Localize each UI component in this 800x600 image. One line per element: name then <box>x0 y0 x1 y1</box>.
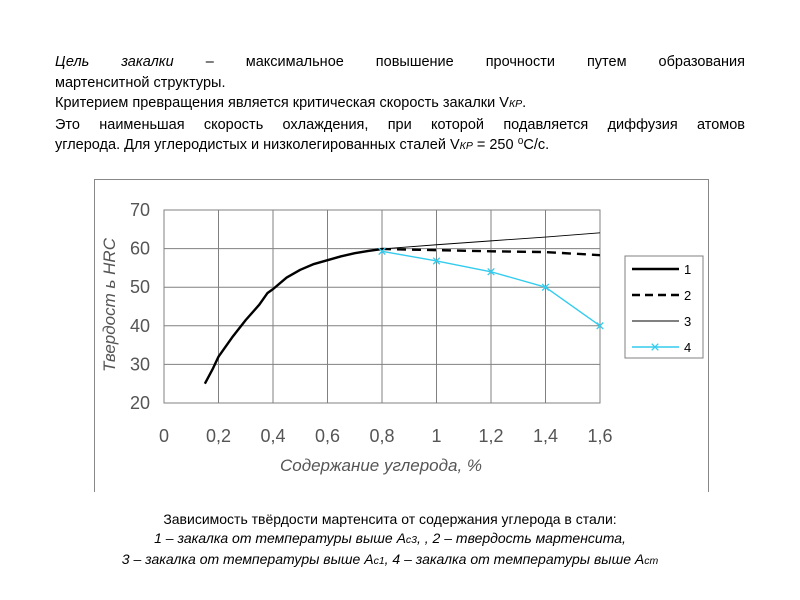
legend-marker-4 <box>651 343 659 351</box>
caption-line-1: Зависимость твёрдости мартенсита от соде… <box>163 511 617 527</box>
x-tick-label: 0,4 <box>260 426 285 446</box>
intro-line-4: Это наименьшая скорость охлаждения, при … <box>55 116 745 133</box>
x-tick-label: 0 <box>159 426 169 446</box>
caption-line-3-pre: 3 – закалка от температуры выше <box>121 551 365 567</box>
caption-ac3: А <box>396 530 406 546</box>
caption-line-2-mid: , , 2 – твердость мартенсита, <box>417 530 626 546</box>
x-axis-label: Содержание углерода, % <box>280 456 482 475</box>
x-tick-label: 0,6 <box>315 426 340 446</box>
x-tick-label: 0,2 <box>206 426 231 446</box>
legend-label-2: 2 <box>684 288 691 303</box>
intro-line-2: мартенситной структуры. <box>55 74 226 91</box>
intro-line-1: Цель закалки – максимальное повышение пр… <box>55 52 745 73</box>
series-1-line <box>203 247 383 385</box>
series-layer <box>203 232 604 385</box>
caption-acm-sub: cm <box>644 555 659 567</box>
intro-line-5-pre: углерода. Для углеродистых и низколегиро… <box>55 137 460 154</box>
y-tick-label: 60 <box>130 239 150 259</box>
series-2-line <box>381 247 601 257</box>
chart-frame: 0 0,2 0,4 0,6 0,8 1 1,2 1,4 1,6 20 30 40 50 60 70 Сод… <box>94 179 709 492</box>
figure-caption: Зависимость твёрдости мартенсита от соде… <box>40 510 740 571</box>
intro-line-5: углерода. Для углеродистых и низколегиро… <box>55 135 745 157</box>
x-tick-label: 1,4 <box>533 426 558 446</box>
x-tick-label: 0,8 <box>369 426 394 446</box>
intro-line-3: Критерием превращения является критическ… <box>55 93 745 115</box>
legend-label-1: 1 <box>684 262 691 277</box>
x-tick-label: 1,2 <box>478 426 503 446</box>
intro-line-3-post: . <box>522 95 527 112</box>
legend: 1 2 3 4 <box>624 255 704 359</box>
x-tick-label: 1 <box>431 426 441 446</box>
caption-ac3-sub: с3 <box>405 534 417 546</box>
y-tick-label: 20 <box>130 393 150 413</box>
series-3 <box>381 232 601 250</box>
caption-ac1: А <box>364 551 374 567</box>
intro-lead: Цель закалки <box>55 54 174 70</box>
intro-vkr-sub-2: КР <box>459 140 473 153</box>
series-4-marker <box>378 247 386 256</box>
caption-acm: А <box>634 551 645 567</box>
intro-vkr-sub-1: КР <box>508 98 523 111</box>
y-tick-label: 70 <box>130 200 150 220</box>
caption-line-3-mid: , 4 – закалка от температуры выше <box>384 551 635 567</box>
legend-label-3: 3 <box>684 314 691 329</box>
series-3-line <box>381 232 601 250</box>
intro-line-5-post: = 250 ⁰С/с. <box>472 137 550 154</box>
hardness-chart: 0 0,2 0,4 0,6 0,8 1 1,2 1,4 1,6 20 30 40 50 60 70 Сод… <box>100 200 704 475</box>
series-4-marker <box>541 283 550 291</box>
y-tick-labels: 20 30 40 50 60 70 <box>130 200 150 413</box>
x-tick-labels: 0 0,2 0,4 0,6 0,8 1 1,2 1,4 1,6 <box>159 426 613 446</box>
x-tick-label: 1,6 <box>587 426 612 446</box>
series-2 <box>381 247 601 257</box>
caption-line-2-pre: 1 – закалка от температуры выше <box>154 530 397 546</box>
caption-ac1-sub: с1 <box>373 555 385 567</box>
y-axis-label: Твердост ь HRC <box>100 237 119 372</box>
series-4-marker <box>432 257 441 265</box>
grid-lines <box>163 209 601 404</box>
series-1 <box>203 247 383 385</box>
caption-line-3: 3 – закалка от температуры выше Ас1, 4 –… <box>40 550 740 571</box>
intro-line-3-pre: Критерием превращения является критическ… <box>55 95 509 112</box>
series-4-marker <box>596 322 604 330</box>
caption-line-2: 1 – закалка от температуры выше Ас3, , 2… <box>40 529 740 550</box>
intro-line-1-rest: – максимальное повышение прочности путем… <box>173 54 745 70</box>
y-tick-label: 40 <box>130 316 150 336</box>
legend-label-4: 4 <box>684 340 691 355</box>
legend-box <box>624 255 704 359</box>
y-tick-label: 50 <box>130 277 150 297</box>
series-4-marker <box>487 268 495 276</box>
intro-text: Цель закалки – максимальное повышение пр… <box>55 52 745 157</box>
y-tick-label: 30 <box>130 354 150 374</box>
plot-area <box>163 209 601 404</box>
series-4 <box>378 247 604 330</box>
